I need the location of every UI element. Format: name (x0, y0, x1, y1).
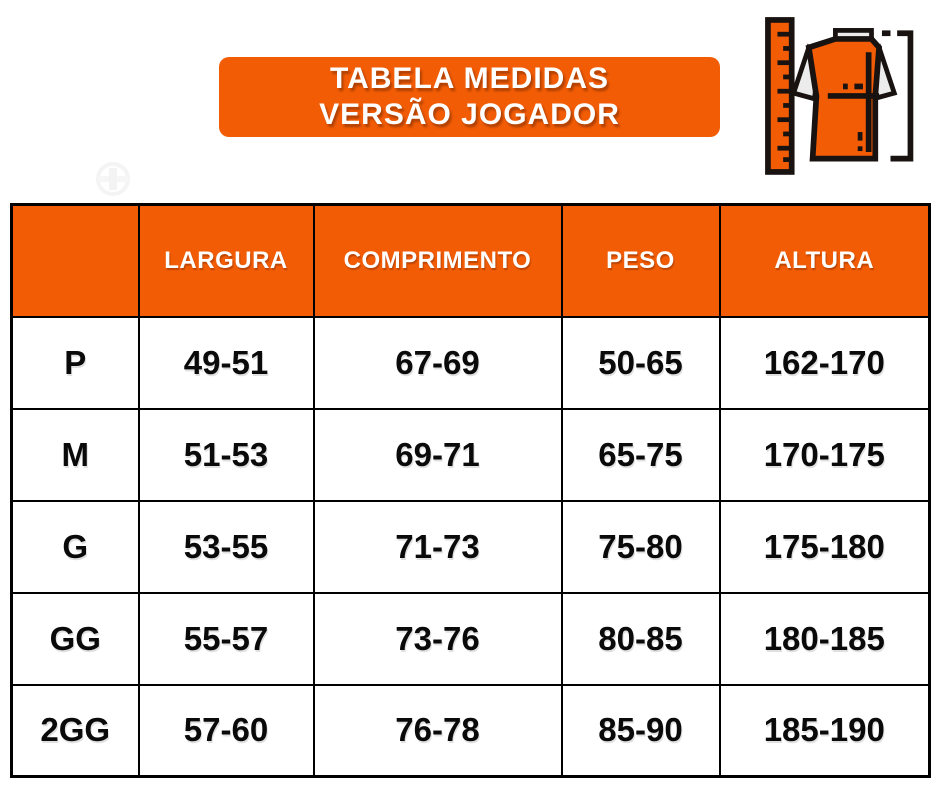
size-chart-table: LARGURA COMPRIMENTO PESO ALTURA P 49-51 … (10, 203, 931, 778)
value-cell: 53-55 (137, 499, 315, 594)
value-cell: 71-73 (312, 499, 563, 594)
column-header-altura: ALTURA (718, 203, 931, 318)
column-header-size (10, 203, 140, 318)
table-row-p: P 49-51 67-69 50-65 162-170 (10, 315, 931, 410)
value-cell: 185-190 (718, 683, 931, 778)
value-cell: 76-78 (312, 683, 563, 778)
table-row-2gg: 2GG 57-60 76-78 85-90 185-190 (10, 683, 931, 778)
value-cell: 162-170 (718, 315, 931, 410)
value-cell: 57-60 (137, 683, 315, 778)
size-label: M (10, 407, 140, 502)
value-cell: 51-53 (137, 407, 315, 502)
size-label: GG (10, 591, 140, 686)
table-row-m: M 51-53 69-71 65-75 170-175 (10, 407, 931, 502)
value-cell: 73-76 (312, 591, 563, 686)
value-cell: 67-69 (312, 315, 563, 410)
shirt-icon-body (790, 28, 898, 162)
value-cell: 170-175 (718, 407, 931, 502)
value-cell: 55-57 (137, 591, 315, 686)
banner-title-line2: VERSÃO JOGADOR (319, 98, 620, 131)
title-banner: TABELA MEDIDAS VERSÃO JOGADOR (219, 57, 720, 137)
table-row-gg: GG 55-57 73-76 80-85 180-185 (10, 591, 931, 686)
value-cell: 175-180 (718, 499, 931, 594)
column-header-largura: LARGURA (137, 203, 315, 318)
value-cell: 49-51 (137, 315, 315, 410)
value-cell: 180-185 (718, 591, 931, 686)
shirt-ruler-icon (765, 17, 914, 175)
ruler-icon (765, 17, 795, 175)
header-row: LARGURA COMPRIMENTO PESO ALTURA (10, 203, 931, 318)
table-row-g: G 53-55 71-73 75-80 175-180 (10, 499, 931, 594)
size-label: P (10, 315, 140, 410)
size-label: G (10, 499, 140, 594)
column-header-comprimento: COMPRIMENTO (312, 203, 563, 318)
value-cell: 50-65 (560, 315, 721, 410)
measure-bracket-icon (881, 30, 914, 162)
value-cell: 69-71 (312, 407, 563, 502)
banner-title-line1: TABELA MEDIDAS (330, 62, 609, 95)
watermark-logo (96, 162, 130, 196)
value-cell: 65-75 (560, 407, 721, 502)
value-cell: 85-90 (560, 683, 721, 778)
value-cell: 75-80 (560, 499, 721, 594)
size-label: 2GG (10, 683, 140, 778)
value-cell: 80-85 (560, 591, 721, 686)
column-header-peso: PESO (560, 203, 721, 318)
